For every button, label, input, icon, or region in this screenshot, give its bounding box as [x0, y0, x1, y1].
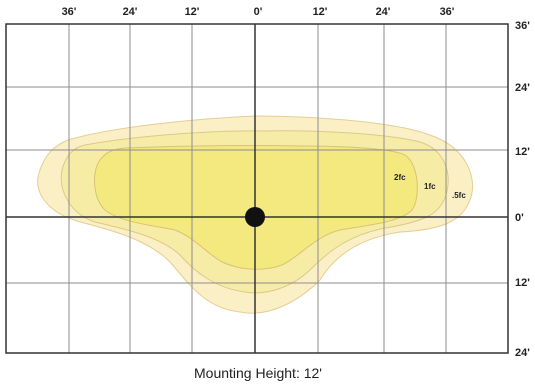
fixture-marker: [245, 207, 265, 227]
x-tick-label: 24': [376, 6, 391, 18]
contour-label-05fc: .5fc: [452, 191, 466, 200]
y-tick-label: 24': [515, 82, 530, 94]
x-tick-label: 24': [123, 6, 138, 18]
diagram-frame: [5, 23, 509, 354]
x-tick-label: 12': [313, 6, 328, 18]
x-tick-label: 36': [440, 6, 455, 18]
y-axis-tick-labels: 36' 24' 12' 0' 12' 24': [515, 20, 530, 359]
x-tick-label: 0': [254, 6, 263, 18]
y-tick-label: 36': [515, 20, 530, 32]
contour-label-2fc: 2fc: [394, 173, 406, 182]
contour-label-1fc: 1fc: [424, 182, 436, 191]
x-tick-label: 36': [62, 6, 77, 18]
y-tick-label: 12': [515, 277, 530, 289]
y-tick-label: 12': [515, 146, 530, 158]
x-tick-label: 12': [185, 6, 200, 18]
mounting-height-caption: Mounting Height: 12': [194, 365, 322, 381]
contour-labels: 2fc 1fc .5fc: [394, 173, 466, 200]
y-tick-label: 0': [515, 212, 524, 224]
y-tick-label: 24': [515, 347, 530, 359]
x-axis-tick-labels: 36' 24' 12' 0' 12' 24' 36': [62, 6, 455, 18]
grid: [6, 24, 508, 353]
